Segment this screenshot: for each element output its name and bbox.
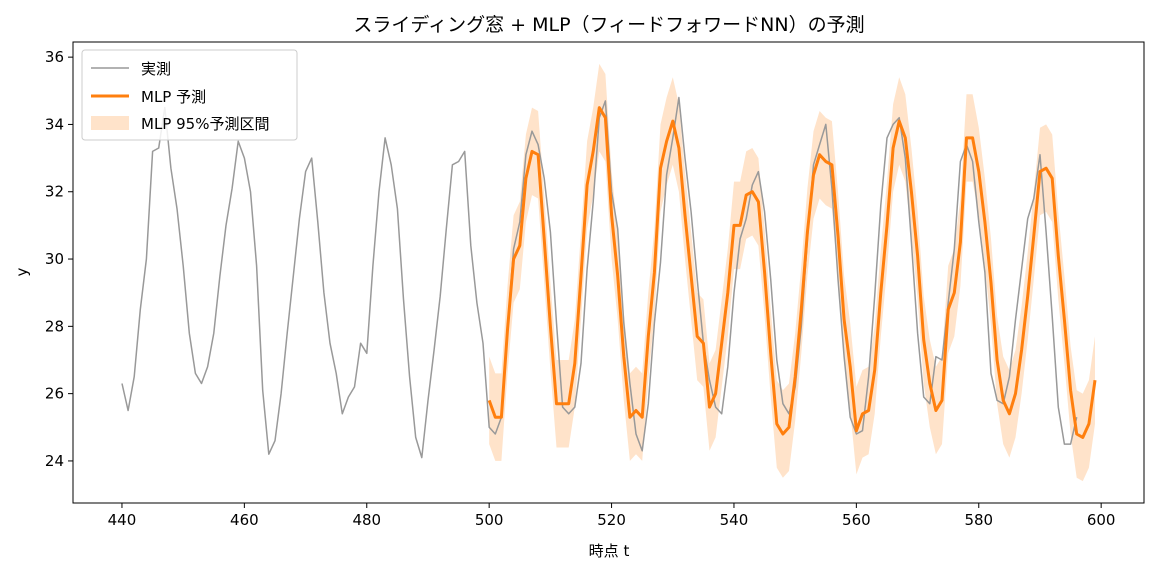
x-tick-label: 500 [475, 511, 504, 529]
legend-label-prediction-interval: MLP 95%予測区間 [141, 115, 269, 133]
x-axis-ticks: 440 460 480 500 520 540 560 580 600 [108, 503, 1116, 529]
x-tick-label: 440 [108, 511, 137, 529]
y-tick-label: 30 [45, 250, 64, 268]
legend-box [81, 49, 298, 141]
legend-swatch-prediction-interval [91, 116, 129, 130]
y-tick-label: 32 [45, 183, 64, 201]
x-tick-label: 580 [964, 511, 993, 529]
plot-frame [72, 41, 1145, 504]
x-axis-label: 時点 t [589, 542, 630, 560]
chart-title: スライディング窓 + MLP（フィードフォワードNN）の予測 [353, 14, 864, 36]
x-tick-label: 600 [1087, 511, 1116, 529]
y-axis-ticks: 24 26 28 30 32 34 36 [45, 48, 73, 470]
x-tick-label: 520 [597, 511, 626, 529]
y-axis-label: y [13, 267, 31, 276]
x-tick-label: 540 [720, 511, 749, 529]
y-tick-label: 28 [45, 317, 64, 335]
x-tick-label: 560 [842, 511, 871, 529]
y-tick-label: 34 [45, 115, 64, 133]
series-layer [121, 96, 1097, 459]
y-tick-label: 36 [45, 48, 64, 66]
legend-label-mlp-prediction: MLP 予測 [141, 88, 206, 106]
mlp-prediction-line [487, 106, 1097, 439]
legend-label-actual: 実測 [141, 60, 171, 78]
legend: 実測 MLP 予測 MLP 95%予測区間 [81, 49, 298, 141]
y-tick-label: 24 [45, 452, 64, 470]
x-tick-label: 480 [352, 511, 381, 529]
y-tick-label: 26 [45, 385, 64, 403]
x-tick-label: 460 [230, 511, 259, 529]
